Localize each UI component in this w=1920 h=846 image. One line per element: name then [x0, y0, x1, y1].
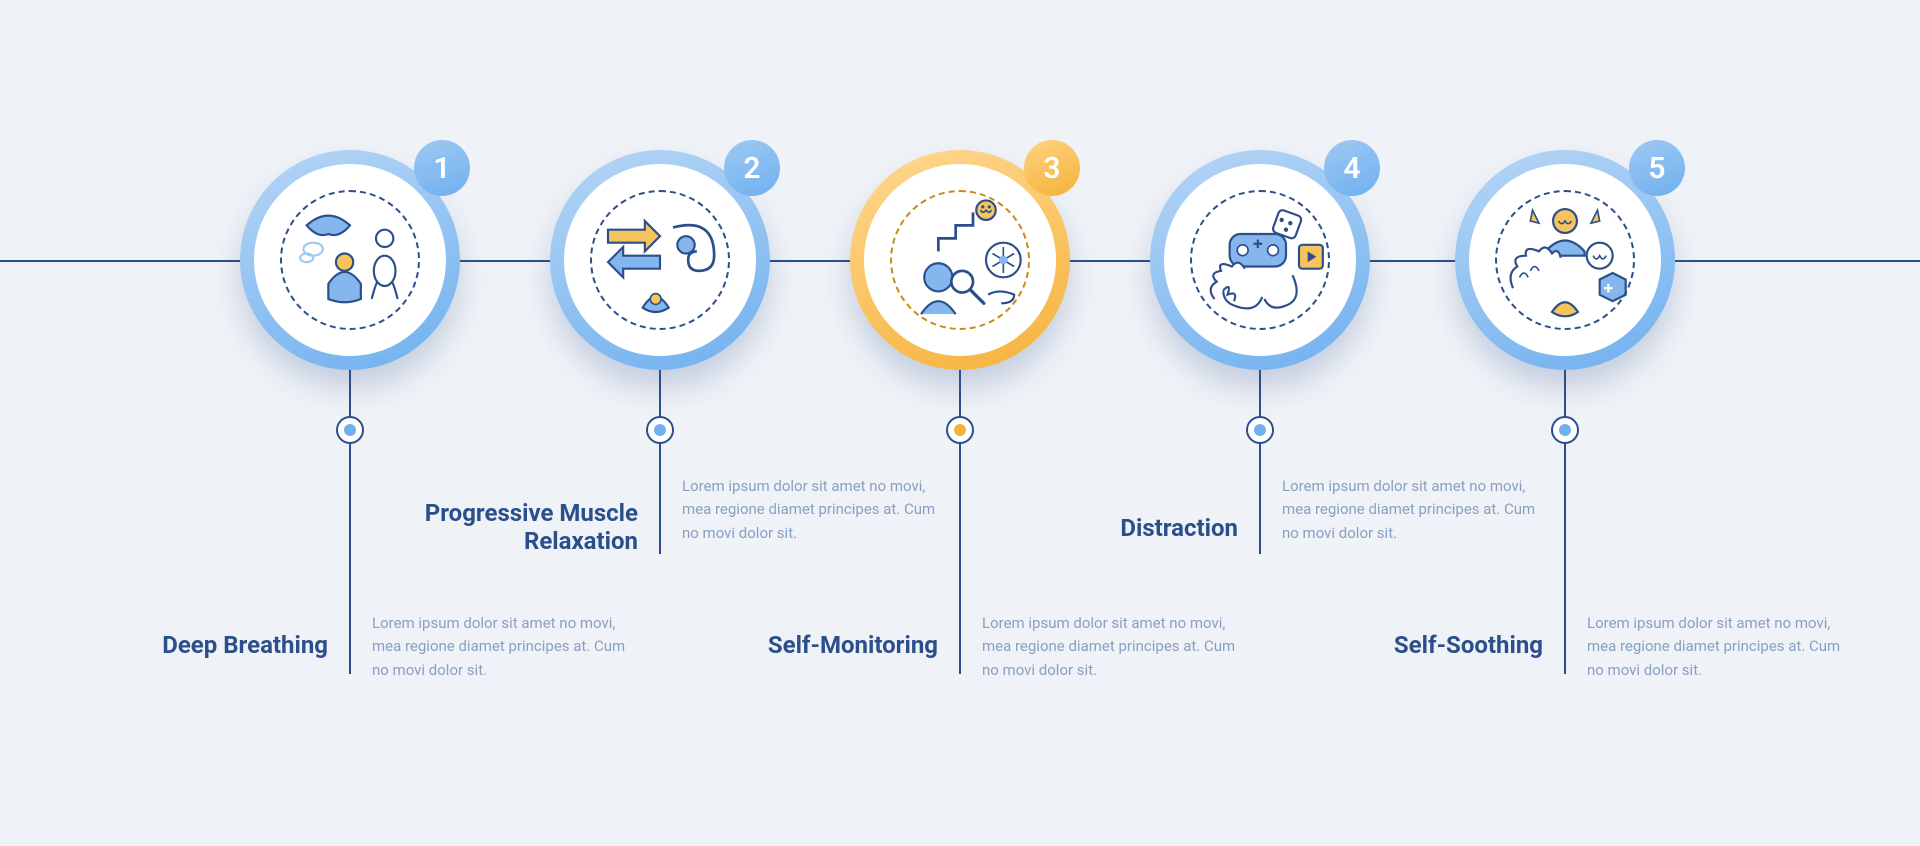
- step-number-badge: 4: [1324, 140, 1380, 196]
- medallion-dashed: [1190, 190, 1330, 330]
- step-number-badge: 3: [1024, 140, 1080, 196]
- step-desc: Lorem ipsum dolor sit amet no movi, mea …: [1260, 475, 1540, 545]
- step-number-badge: 1: [414, 140, 470, 196]
- step-desc: Lorem ipsum dolor sit amet no movi, mea …: [960, 612, 1240, 682]
- medallion-inner: [1469, 164, 1661, 356]
- step-desc-block: Lorem ipsum dolor sit amet no movi, mea …: [350, 612, 630, 682]
- step-desc: Lorem ipsum dolor sit amet no movi, mea …: [660, 475, 940, 545]
- step-medallion: 5: [1455, 150, 1675, 370]
- medallion-dashed: [280, 190, 420, 330]
- medallion-inner: [254, 164, 446, 356]
- infographic-canvas: 1Deep BreathingLorem ipsum dolor sit ame…: [0, 0, 1920, 846]
- step-desc-block: Lorem ipsum dolor sit amet no movi, mea …: [1565, 612, 1845, 682]
- step-desc-block: Lorem ipsum dolor sit amet no movi, mea …: [1260, 475, 1540, 545]
- step-title-block: Distraction: [980, 515, 1260, 543]
- medallion-dashed: [590, 190, 730, 330]
- medallion-dashed: [1495, 190, 1635, 330]
- step-title: Progressive Muscle Relaxation: [380, 500, 660, 555]
- step-medallion: 4: [1150, 150, 1370, 370]
- medallion-inner: [564, 164, 756, 356]
- step-title: Self-Monitoring: [680, 632, 960, 660]
- connector-node-dot: [954, 424, 966, 436]
- connector-node-dot: [654, 424, 666, 436]
- connector-node: [1246, 416, 1274, 444]
- step-title: Deep Breathing: [70, 632, 350, 660]
- step-medallion: 2: [550, 150, 770, 370]
- step-desc-block: Lorem ipsum dolor sit amet no movi, mea …: [660, 475, 940, 545]
- step-medallion: 1: [240, 150, 460, 370]
- step-number-badge: 2: [724, 140, 780, 196]
- step-desc: Lorem ipsum dolor sit amet no movi, mea …: [1565, 612, 1845, 682]
- step-number-badge: 5: [1629, 140, 1685, 196]
- step-desc: Lorem ipsum dolor sit amet no movi, mea …: [350, 612, 630, 682]
- step-desc-block: Lorem ipsum dolor sit amet no movi, mea …: [960, 612, 1240, 682]
- connector-node: [336, 416, 364, 444]
- connector-node: [646, 416, 674, 444]
- step-title-block: Self-Soothing: [1285, 632, 1565, 660]
- step-medallion: 3: [850, 150, 1070, 370]
- connector-node-dot: [1559, 424, 1571, 436]
- medallion-dashed: [890, 190, 1030, 330]
- connector-node-dot: [1254, 424, 1266, 436]
- medallion-inner: [1164, 164, 1356, 356]
- step-title-block: Progressive Muscle Relaxation: [380, 500, 660, 555]
- connector-node-dot: [344, 424, 356, 436]
- step-title: Distraction: [980, 515, 1260, 543]
- step-title-block: Deep Breathing: [70, 632, 350, 660]
- medallion-inner: [864, 164, 1056, 356]
- step-title-block: Self-Monitoring: [680, 632, 960, 660]
- connector-node: [946, 416, 974, 444]
- step-title: Self-Soothing: [1285, 632, 1565, 660]
- connector-node: [1551, 416, 1579, 444]
